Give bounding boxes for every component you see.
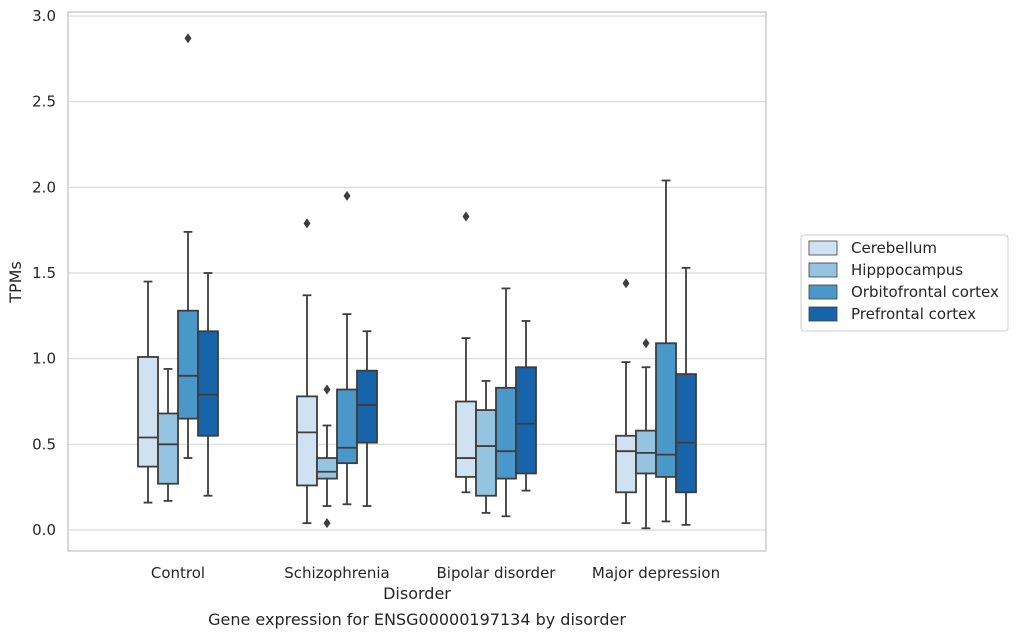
box — [137, 356, 159, 468]
box-group — [316, 384, 338, 529]
outlier-point — [462, 211, 470, 222]
y-tick-label: 1.0 — [32, 350, 56, 368]
box — [495, 386, 517, 480]
box — [197, 330, 219, 437]
legend: Cerebellum Hipppocampus Orbitofrontal cort… — [800, 234, 1009, 332]
outlier-point — [303, 218, 311, 229]
box-group — [157, 368, 179, 502]
box — [455, 400, 477, 478]
box-group — [475, 380, 497, 514]
box-group — [615, 278, 637, 525]
outlier-point — [323, 518, 331, 529]
box — [675, 373, 697, 494]
box-group — [137, 280, 159, 504]
y-axis-label: TPMs — [6, 261, 25, 304]
box-group — [356, 330, 378, 507]
x-axis-ticks: Control Schizophrenia Bipolar disorder Majo… — [151, 564, 720, 582]
x-tick-label: Major depression — [592, 564, 720, 582]
legend-label: Hipppocampus — [851, 261, 963, 279]
box — [475, 409, 497, 497]
x-axis-label: Disorder — [383, 584, 451, 603]
box-series — [137, 33, 697, 530]
y-tick-label: 2.5 — [32, 93, 56, 111]
series-orbitofrontal-cortex — [177, 33, 677, 523]
box — [157, 412, 179, 485]
outlier-point — [323, 384, 331, 395]
box — [296, 395, 318, 487]
x-tick-label: Control — [151, 564, 205, 582]
box-group — [177, 33, 199, 459]
x-tick-label: Schizophrenia — [284, 564, 389, 582]
outlier-point — [622, 278, 630, 289]
box-group — [495, 287, 517, 518]
legend-swatch — [808, 284, 838, 300]
box-group — [336, 190, 358, 506]
box — [177, 309, 199, 420]
box — [316, 457, 338, 480]
x-tick-label: Bipolar disorder — [437, 564, 557, 582]
box — [356, 369, 378, 444]
outlier-point — [343, 190, 351, 201]
plot-area-frame — [67, 11, 767, 552]
legend-label: Orbitofrontal cortex — [851, 283, 999, 301]
box — [515, 366, 537, 475]
series-hipppocampus — [157, 338, 657, 530]
legend-swatch — [808, 240, 838, 256]
legend-label: Cerebellum — [851, 239, 937, 257]
chart-caption: Gene expression for ENSG00000197134 by d… — [208, 610, 626, 629]
series-cerebellum — [137, 211, 637, 525]
box-group — [515, 320, 537, 492]
box-group — [296, 218, 318, 525]
y-tick-label: 1.5 — [32, 264, 56, 282]
legend-label: Prefrontal cortex — [851, 305, 976, 323]
box-group — [635, 338, 657, 530]
box-group — [197, 272, 219, 497]
outlier-point — [184, 33, 192, 44]
box-group — [655, 179, 677, 523]
legend-swatch — [808, 306, 838, 322]
box-group — [455, 211, 477, 494]
y-tick-label: 0.5 — [32, 435, 56, 453]
legend-swatch — [808, 262, 838, 278]
legend-frame — [800, 234, 1009, 332]
outlier-point — [642, 338, 650, 349]
box — [615, 434, 637, 494]
box-group — [675, 266, 697, 526]
box — [655, 342, 677, 478]
y-tick-label: 0.0 — [32, 521, 56, 539]
y-tick-label: 3.0 — [32, 7, 56, 25]
y-tick-label: 2.0 — [32, 178, 56, 196]
series-prefrontal-cortex — [197, 266, 697, 526]
box — [336, 388, 358, 465]
y-axis-ticks: 0.0 0.5 1.0 1.5 2.0 2.5 3.0 — [32, 7, 56, 539]
